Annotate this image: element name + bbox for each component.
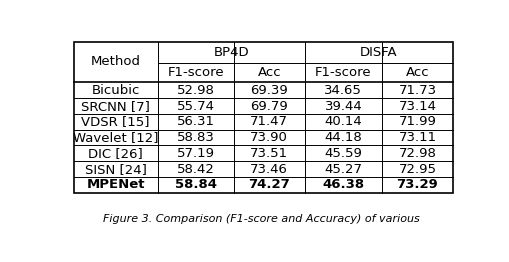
- Text: 69.79: 69.79: [250, 100, 288, 113]
- Text: 58.83: 58.83: [177, 131, 214, 144]
- Text: DISFA: DISFA: [359, 46, 397, 59]
- Text: SRCNN [7]: SRCNN [7]: [81, 100, 150, 113]
- Text: 73.29: 73.29: [396, 178, 438, 192]
- Text: 73.14: 73.14: [398, 100, 436, 113]
- Text: VDSR [15]: VDSR [15]: [81, 115, 150, 128]
- Text: Acc: Acc: [257, 67, 280, 79]
- Text: 57.19: 57.19: [177, 147, 214, 160]
- Text: 71.47: 71.47: [250, 115, 288, 128]
- Text: 69.39: 69.39: [250, 84, 288, 97]
- Text: 58.42: 58.42: [177, 163, 214, 176]
- Text: Bicubic: Bicubic: [91, 84, 139, 97]
- Text: 72.95: 72.95: [398, 163, 436, 176]
- Text: 55.74: 55.74: [177, 100, 214, 113]
- Text: 46.38: 46.38: [322, 178, 364, 192]
- Text: F1-score: F1-score: [315, 67, 371, 79]
- Text: 72.98: 72.98: [398, 147, 436, 160]
- Text: F1-score: F1-score: [167, 67, 223, 79]
- Text: 73.90: 73.90: [250, 131, 288, 144]
- Text: 74.27: 74.27: [248, 178, 290, 192]
- Text: Acc: Acc: [405, 67, 429, 79]
- Text: SISN [24]: SISN [24]: [84, 163, 147, 176]
- Text: 34.65: 34.65: [324, 84, 361, 97]
- Text: BP4D: BP4D: [213, 46, 249, 59]
- Text: 71.73: 71.73: [398, 84, 436, 97]
- Text: 56.31: 56.31: [177, 115, 214, 128]
- Text: Figure 3. Comparison (F1-score and Accuracy) of various: Figure 3. Comparison (F1-score and Accur…: [103, 214, 419, 224]
- Text: 45.27: 45.27: [324, 163, 362, 176]
- Text: 39.44: 39.44: [324, 100, 361, 113]
- Text: Wavelet [12]: Wavelet [12]: [73, 131, 158, 144]
- Text: DIC [26]: DIC [26]: [88, 147, 143, 160]
- Text: 58.84: 58.84: [175, 178, 216, 192]
- Text: 71.99: 71.99: [398, 115, 436, 128]
- Text: MPENet: MPENet: [87, 178, 145, 192]
- Text: 73.46: 73.46: [250, 163, 288, 176]
- Text: 44.18: 44.18: [324, 131, 361, 144]
- Text: 45.59: 45.59: [324, 147, 361, 160]
- Text: 73.51: 73.51: [250, 147, 288, 160]
- Text: 52.98: 52.98: [177, 84, 214, 97]
- Text: 73.11: 73.11: [398, 131, 436, 144]
- Text: 40.14: 40.14: [324, 115, 361, 128]
- Text: Method: Method: [91, 56, 140, 68]
